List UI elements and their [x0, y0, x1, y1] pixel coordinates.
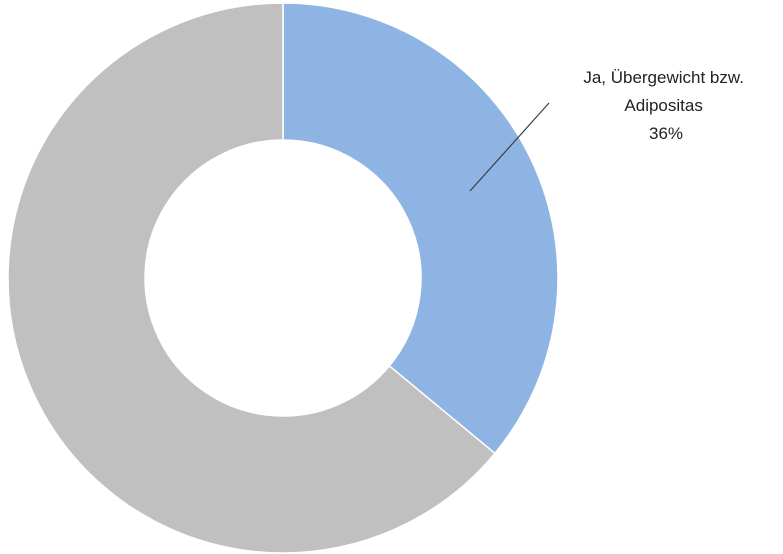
slice-label-percent: 36% [649, 124, 683, 143]
donut-slice-0 [282, 2, 559, 455]
donut-slice-1 [7, 2, 496, 554]
slice-leader-line [469, 102, 550, 192]
slice-label-line-1: Ja, Übergewicht bzw. [583, 68, 744, 87]
slice-label-line-2: Adipositas [624, 96, 702, 115]
slice-label-ja-uebergewicht: Ja, Übergewicht bzw. Adipositas 36% [583, 68, 748, 143]
donut-slices [7, 2, 559, 554]
